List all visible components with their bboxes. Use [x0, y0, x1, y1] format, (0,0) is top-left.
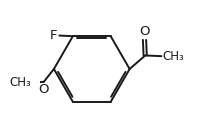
Text: F: F: [50, 29, 58, 42]
Text: O: O: [38, 83, 48, 96]
Text: O: O: [139, 25, 150, 38]
Text: CH₃: CH₃: [163, 50, 184, 63]
Text: CH₃: CH₃: [10, 76, 31, 89]
